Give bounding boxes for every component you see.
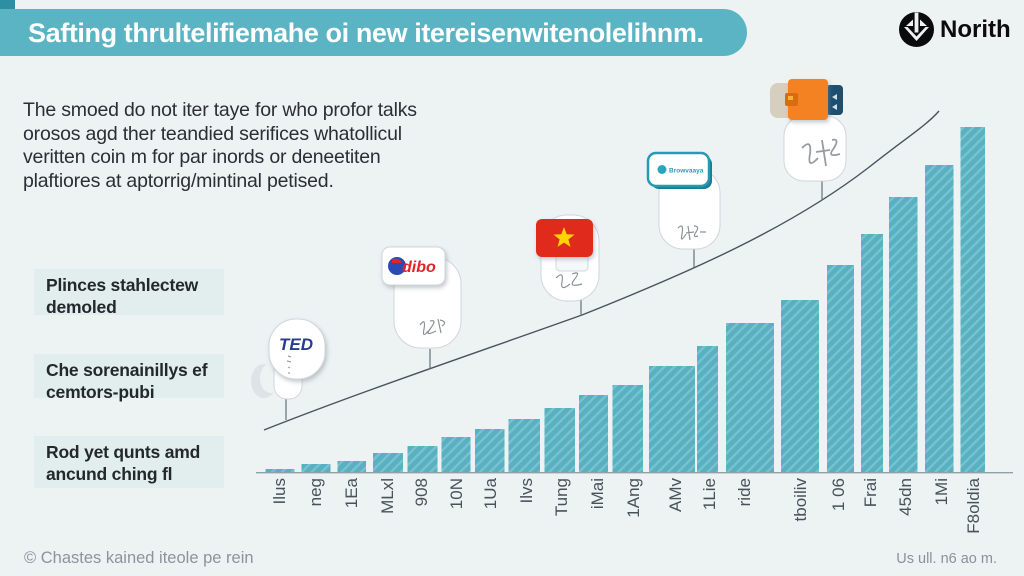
svg-text:dibo: dibo (402, 259, 436, 276)
svg-text:TED: TED (279, 335, 313, 354)
svg-text:Browvaaya: Browvaaya (669, 168, 704, 175)
